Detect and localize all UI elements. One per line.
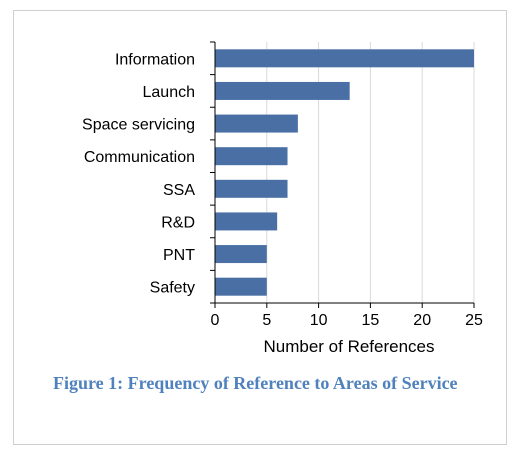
bar-r-d	[215, 212, 278, 231]
category-label: Communication	[84, 149, 195, 166]
category-label: R&D	[161, 214, 195, 231]
category-label: SSA	[163, 182, 195, 199]
x-axis-title: Number of References	[263, 337, 434, 356]
bar-space-servicing	[215, 114, 298, 133]
gridlines	[266, 42, 475, 303]
x-tick-label: 10	[310, 312, 328, 329]
bar-ssa	[215, 179, 288, 198]
figure-caption: Figure 1: Frequency of Reference to Area…	[53, 373, 458, 393]
category-labels: Information Launch Space servicing Communic…	[82, 51, 195, 296]
category-label: Safety	[150, 280, 195, 297]
bar-chart: Information Launch Space servicing Communic…	[82, 41, 483, 356]
x-tick-label: 15	[362, 312, 380, 329]
bar-communication	[215, 147, 288, 166]
x-tick-label: 20	[413, 312, 431, 329]
bars	[215, 49, 474, 296]
bar-launch	[215, 81, 350, 100]
category-label: PNT	[163, 247, 195, 264]
category-label: Information	[115, 51, 195, 68]
bar-information	[215, 49, 474, 68]
x-tick-labels: 0 5 10 15 20 25	[211, 312, 483, 329]
x-tick-label: 5	[262, 312, 271, 329]
axes	[210, 41, 475, 308]
category-label: Launch	[143, 84, 196, 101]
x-tick-label: 25	[465, 312, 483, 329]
bar-safety	[215, 277, 267, 296]
x-tick-label: 0	[211, 312, 220, 329]
bar-pnt	[215, 245, 267, 264]
category-label: Space servicing	[82, 117, 195, 134]
